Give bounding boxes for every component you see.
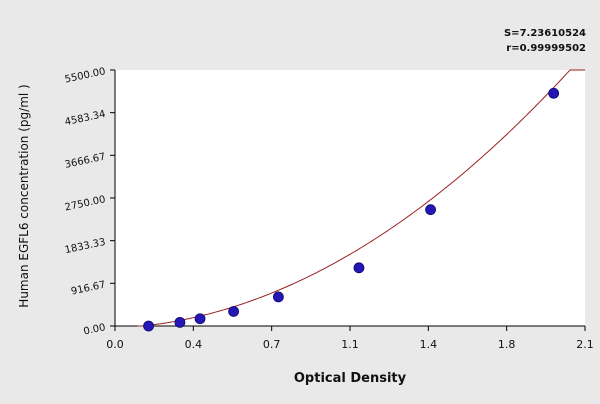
x-axis-ticks: 0.0 0.4 0.7 1.1 1.4 1.8 2.1 bbox=[106, 326, 594, 351]
x-tick-label: 0.0 bbox=[106, 338, 124, 351]
plot-area bbox=[115, 70, 585, 326]
x-tick-label: 0.4 bbox=[185, 338, 203, 351]
data-points bbox=[143, 87, 560, 332]
x-tick-label: 2.1 bbox=[576, 338, 594, 351]
fit-statistic-s: S=7.23610524 bbox=[504, 28, 586, 39]
x-tick-label: 1.1 bbox=[341, 338, 359, 351]
x-tick-label: 0.7 bbox=[263, 338, 281, 351]
data-point bbox=[228, 306, 240, 317]
data-point bbox=[272, 291, 284, 303]
y-tick-label: 0.00 bbox=[83, 322, 107, 337]
fit-curve bbox=[137, 69, 585, 327]
fit-statistic-r: r=0.99999502 bbox=[506, 43, 586, 54]
data-point bbox=[143, 320, 154, 332]
x-axis-label: Optical Density bbox=[294, 371, 407, 386]
data-point bbox=[548, 87, 560, 99]
data-point bbox=[425, 204, 436, 216]
data-point bbox=[174, 316, 186, 328]
x-tick-label: 1.4 bbox=[420, 338, 438, 351]
data-point bbox=[353, 262, 365, 274]
x-tick-label: 1.8 bbox=[498, 338, 516, 351]
y-axis-label: Human EGFL6 concentration (pg/ml ) bbox=[17, 84, 31, 307]
data-point bbox=[194, 313, 206, 325]
